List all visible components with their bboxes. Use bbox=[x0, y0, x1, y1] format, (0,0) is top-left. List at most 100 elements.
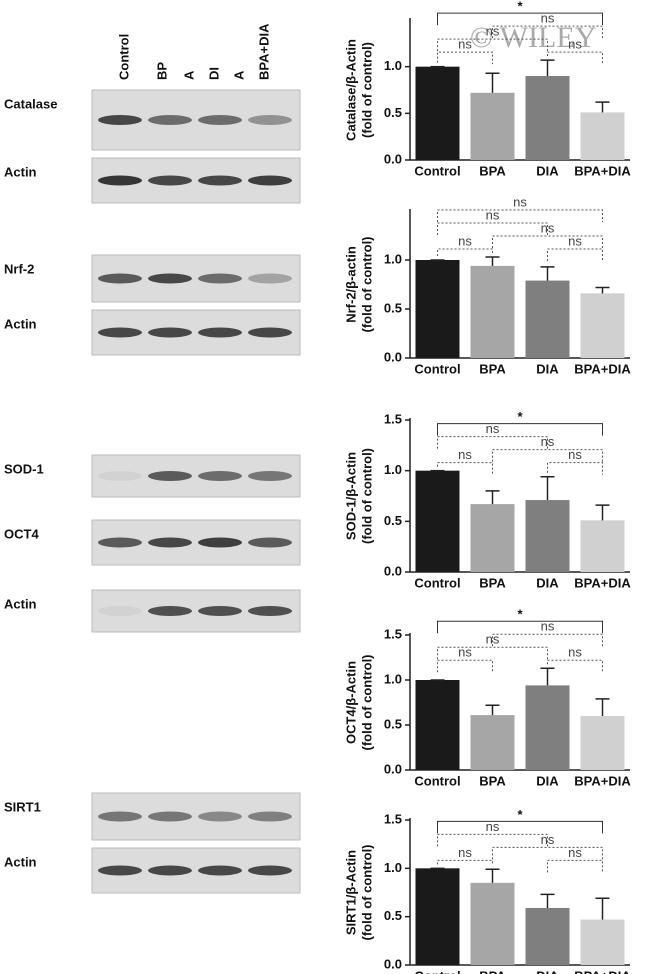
significance-bracket bbox=[437, 12, 603, 26]
significance-bracket bbox=[437, 833, 548, 847]
y-axis-label: (fold of control) bbox=[359, 42, 374, 138]
blot-label: Nrf-2 bbox=[4, 261, 34, 276]
significance-label: ns bbox=[458, 845, 472, 860]
significance-label: ns bbox=[541, 434, 555, 449]
bar bbox=[470, 265, 515, 358]
blot-label: Actin bbox=[4, 164, 37, 179]
blot-band bbox=[248, 115, 292, 125]
y-tick-label: 0.0 bbox=[384, 563, 402, 578]
y-axis-label: Catalase/β-Actin bbox=[343, 39, 358, 141]
blot-band bbox=[148, 865, 192, 876]
x-tick-label: Control bbox=[414, 575, 460, 590]
blot-band bbox=[148, 606, 192, 616]
x-tick-label: BPA+DIA bbox=[574, 773, 631, 788]
y-tick-label: 1.0 bbox=[384, 671, 402, 686]
error-bar bbox=[485, 72, 500, 93]
x-tick-label: Control bbox=[414, 361, 460, 376]
y-axis-label: (fold of control) bbox=[359, 654, 374, 750]
significance-label: ns bbox=[568, 447, 582, 462]
blot-label: OCT4 bbox=[4, 526, 39, 541]
y-axis-label: SIRT1/β-Actin bbox=[343, 850, 358, 935]
blot-band bbox=[98, 606, 142, 616]
significance-bracket bbox=[547, 659, 603, 673]
bar bbox=[525, 907, 570, 965]
y-axis-label: (fold of control) bbox=[359, 236, 374, 332]
y-tick-label: 1.5 bbox=[384, 626, 402, 641]
significance-bracket bbox=[437, 820, 603, 834]
y-tick-label: 0.5 bbox=[384, 300, 402, 315]
significance-label: ns bbox=[486, 207, 500, 222]
blot-band bbox=[98, 273, 142, 284]
significance-label: ns bbox=[568, 233, 582, 248]
bar bbox=[580, 112, 625, 160]
blot-label: Actin bbox=[4, 316, 37, 331]
error-bar bbox=[540, 893, 555, 908]
blot-band bbox=[248, 537, 292, 548]
blot-band bbox=[198, 537, 242, 548]
significance-bracket bbox=[492, 633, 603, 647]
blot-band bbox=[248, 811, 292, 822]
significance-star: * bbox=[517, 0, 523, 14]
blot-band bbox=[98, 537, 142, 548]
blot-band bbox=[98, 811, 142, 822]
y-tick-label: 0.5 bbox=[384, 105, 402, 120]
significance-label: ns bbox=[541, 11, 555, 26]
blot-band bbox=[198, 606, 242, 616]
significance-bracket bbox=[437, 620, 603, 634]
blot-band bbox=[248, 273, 292, 284]
significance-star: * bbox=[517, 409, 523, 424]
blot-label: Actin bbox=[4, 854, 37, 869]
error-bar bbox=[485, 868, 500, 883]
blot-band bbox=[148, 537, 192, 548]
y-tick-label: 1.0 bbox=[384, 58, 402, 73]
bar bbox=[525, 280, 570, 358]
blot-band bbox=[98, 471, 142, 481]
blot-band bbox=[148, 811, 192, 822]
significance-bracket bbox=[437, 859, 493, 866]
blot-band bbox=[198, 327, 242, 338]
y-axis-label: (fold of control) bbox=[359, 448, 374, 544]
bar bbox=[580, 520, 625, 572]
significance-bracket bbox=[547, 51, 603, 65]
y-tick-label: 0.5 bbox=[384, 716, 402, 731]
blot-band bbox=[198, 115, 242, 125]
blot-label: SOD-1 bbox=[4, 461, 44, 476]
significance-bracket bbox=[437, 222, 548, 236]
x-tick-label: BPA+DIA bbox=[574, 361, 631, 376]
blot-label: Catalase bbox=[4, 96, 57, 111]
bar bbox=[470, 92, 515, 160]
significance-label: ns bbox=[568, 37, 582, 52]
significance-bracket bbox=[492, 846, 603, 860]
y-tick-label: 0.5 bbox=[384, 908, 402, 923]
bar bbox=[525, 76, 570, 160]
blot-band bbox=[98, 115, 142, 125]
blot-band bbox=[198, 175, 242, 186]
significance-label: ns bbox=[541, 220, 555, 235]
x-tick-label: DIA bbox=[536, 163, 559, 178]
blot-label: SIRT1 bbox=[4, 799, 41, 814]
y-tick-label: 0.0 bbox=[384, 151, 402, 166]
x-tick-label: BPA+DIA bbox=[574, 575, 631, 590]
bar bbox=[525, 685, 570, 770]
bar bbox=[525, 500, 570, 572]
bar bbox=[470, 715, 515, 770]
y-axis-label: OCT4/β-Actin bbox=[343, 661, 358, 744]
blot-column-label: A bbox=[231, 70, 246, 80]
blot-column-label: BPA+DIA bbox=[256, 23, 271, 80]
bar bbox=[470, 504, 515, 572]
x-tick-label: BPA+DIA bbox=[574, 163, 631, 178]
x-tick-label: DIA bbox=[536, 773, 559, 788]
blot-column-label: A bbox=[181, 70, 196, 80]
x-tick-label: Control bbox=[414, 968, 460, 974]
significance-label: ns bbox=[458, 37, 472, 52]
error-bar bbox=[595, 286, 610, 294]
significance-label: ns bbox=[486, 24, 500, 39]
y-tick-label: 1.0 bbox=[384, 251, 402, 266]
error-bar bbox=[485, 256, 500, 266]
bar bbox=[415, 680, 460, 770]
blot-band bbox=[198, 273, 242, 284]
significance-bracket bbox=[437, 436, 548, 449]
x-tick-label: BPA+DIA bbox=[574, 968, 631, 974]
y-axis-label: Nrf-2/β-actin bbox=[343, 246, 358, 323]
